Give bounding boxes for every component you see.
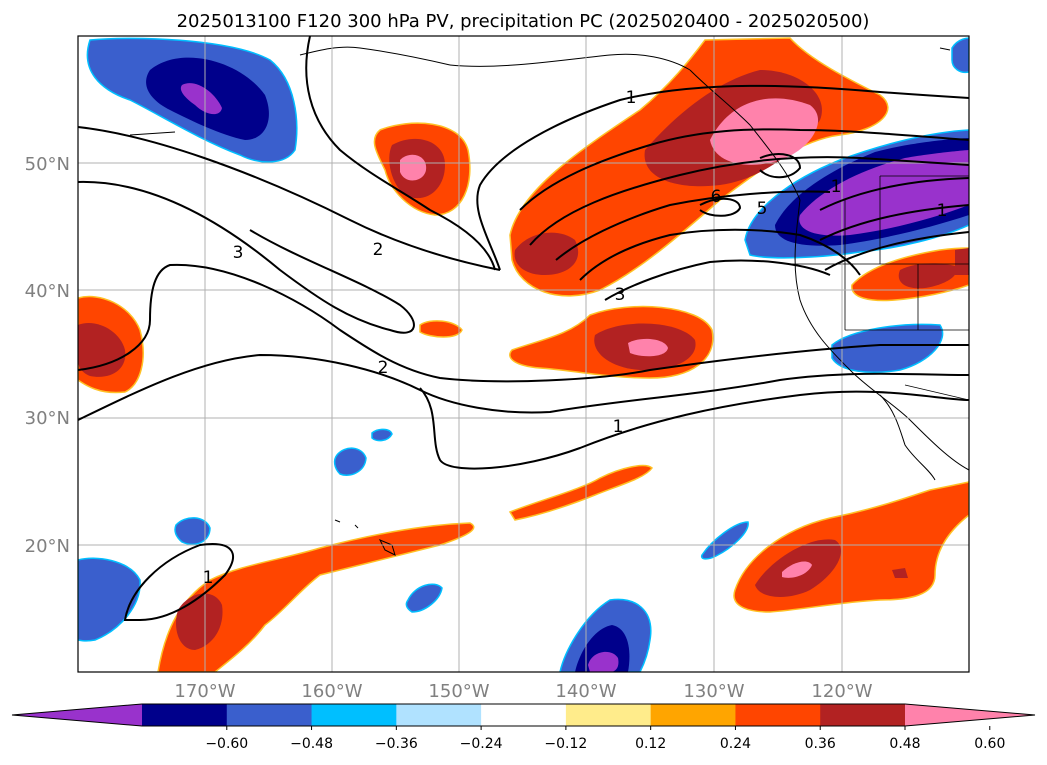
colorbar-tick-label: 0.36 (805, 736, 836, 752)
colorbar-tick-label: −0.48 (290, 736, 333, 752)
lon-label-140w: 140°W (555, 681, 616, 702)
map-frame (77, 35, 970, 673)
negative-precip-fills (78, 37, 969, 672)
contour-label-6: 6 (711, 187, 722, 207)
colorbar-tick-label: 0.60 (974, 736, 1005, 752)
lon-label-160w: 160°W (301, 681, 362, 702)
colorbar-outline (11, 703, 1036, 727)
lat-label-40n: 40°N (25, 281, 70, 302)
contour-label-5: 5 (757, 199, 768, 219)
colorbar-extend-low (12, 704, 142, 726)
contour-label-1e: 1 (831, 177, 842, 197)
lat-label-50n: 50°N (25, 154, 70, 175)
colorbar-segment (142, 704, 228, 726)
colorbar-tick-label: 0.24 (720, 736, 751, 752)
colorbar: −0.60 −0.48 −0.36 −0.24 −0.12 0.12 0.24 0.36 0.4… (11, 703, 1036, 752)
colorbar-segment (481, 704, 567, 726)
lat-tick-labels: 50°N 40°N 30°N 20°N (25, 154, 70, 557)
colorbar-segment (820, 704, 906, 726)
colorbar-tick-label: −0.12 (544, 736, 587, 752)
positive-precip-fills (78, 37, 969, 672)
colorbar-tick-label: −0.60 (205, 736, 248, 752)
colorbar-extend-high (905, 704, 1035, 726)
gridlines (78, 36, 969, 672)
borders (785, 175, 969, 401)
colorbar-segment (650, 704, 736, 726)
contour-labels: 1 2 3 3 2 1 5 6 1 1 1 (203, 88, 948, 588)
colorbar-segment (565, 704, 652, 726)
lon-tick-labels: 170°W 160°W 150°W 140°W 130°W 120°W (174, 681, 872, 702)
lon-label-150w: 150°W (428, 681, 489, 702)
contour-label-3: 3 (233, 243, 244, 263)
colorbar-segment (735, 704, 821, 726)
contour-label-1c: 1 (937, 201, 948, 221)
colorbar-tick-label: 0.12 (635, 736, 666, 752)
colorbar-segment (311, 704, 397, 726)
map-area: 1 2 3 3 2 1 5 6 1 1 1 (78, 36, 969, 672)
pv-contours (78, 36, 969, 621)
colorbar-tick-label: −0.24 (460, 736, 503, 752)
colorbar-tick-label: −0.36 (375, 736, 418, 752)
colorbar-segment (226, 704, 313, 726)
colorbar-segment (396, 704, 482, 726)
contour-label-3b: 3 (615, 285, 626, 305)
contour-label-2: 2 (373, 240, 384, 260)
figure-title: 2025013100 F120 300 hPa PV, precipitatio… (177, 11, 870, 32)
contour-label-1b: 1 (613, 417, 624, 437)
lon-label-130w: 130°W (683, 681, 744, 702)
colorbar-tick-label: 0.48 (889, 736, 920, 752)
lon-label-120w: 120°W (811, 681, 872, 702)
contour-label-1: 1 (626, 88, 637, 108)
lat-label-20n: 20°N (25, 536, 70, 557)
lon-label-170w: 170°W (174, 681, 235, 702)
contour-label-1d: 1 (203, 568, 214, 588)
lat-label-30n: 30°N (25, 408, 70, 429)
coastlines (129, 46, 969, 556)
contour-label-2b: 2 (378, 358, 389, 378)
